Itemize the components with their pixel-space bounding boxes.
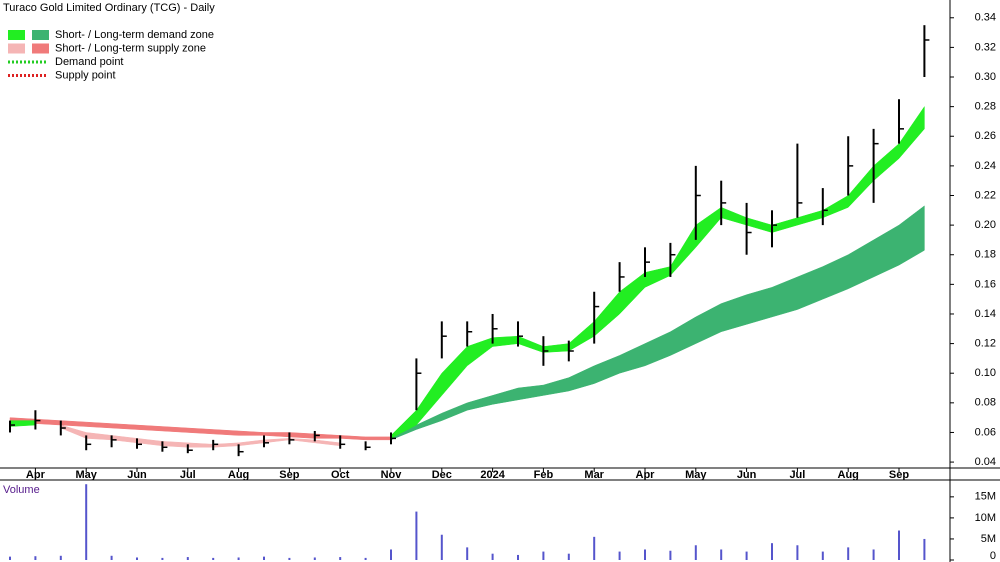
volume-bar [161, 557, 164, 560]
x-tick-label: Sep [889, 469, 909, 481]
x-tick-label: Oct [331, 469, 350, 481]
volume-bar [136, 557, 138, 560]
zone-band [390, 105, 925, 439]
x-tick-label: Jun [127, 469, 147, 481]
legend-swatch [8, 43, 25, 54]
x-tick-label: Apr [636, 469, 656, 481]
volume-bar [694, 545, 697, 560]
volume-bar [821, 551, 824, 560]
x-tick-label: Feb [534, 469, 554, 481]
x-tick-label: Mar [584, 469, 604, 481]
volume-bar [59, 555, 62, 560]
volume-bar [364, 557, 367, 560]
y-tick-label: 0.24 [975, 160, 996, 172]
y-tick-label: 0.26 [975, 130, 996, 142]
volume-bar [466, 547, 469, 560]
volume-bar [339, 557, 342, 560]
y-tick-label: 0.10 [975, 367, 996, 379]
x-tick-label: Sep [279, 469, 299, 481]
volume-bar [288, 557, 291, 560]
volume-bar [85, 484, 88, 560]
y-tick-label: 10M [975, 512, 996, 524]
volume-bar [186, 557, 189, 560]
x-tick-label: Jul [789, 469, 805, 481]
volume-bar [644, 549, 646, 560]
legend-label: Demand point [55, 56, 124, 68]
volume-bar [110, 555, 113, 560]
y-tick-label: 0.18 [975, 249, 996, 261]
x-tick-label: Aug [228, 469, 249, 481]
volume-bar [237, 557, 240, 560]
volume-bar [440, 534, 443, 560]
y-tick-label: 0.34 [975, 12, 996, 24]
x-tick-label: 2024 [480, 469, 505, 481]
volume-bar [745, 551, 748, 560]
volume-bar [34, 556, 37, 560]
x-tick-label: Apr [26, 469, 46, 481]
volume-bar [771, 543, 773, 560]
volume-bar [618, 551, 621, 560]
volume-bar [898, 530, 900, 560]
y-tick-label: 0.22 [975, 189, 996, 201]
volume-bar [212, 557, 215, 560]
y-tick-label: 0.32 [975, 41, 996, 53]
y-tick-label: 0 [990, 550, 996, 562]
legend-label: Short- / Long-term demand zone [55, 29, 214, 41]
x-tick-label: Aug [838, 469, 859, 481]
y-tick-label: 0.12 [975, 338, 996, 350]
volume-bar [796, 545, 799, 560]
volume-title: Volume [3, 484, 40, 496]
chart-title: Turaco Gold Limited Ordinary (TCG) - Dai… [3, 2, 215, 14]
volume-bar [669, 550, 672, 560]
volume-bar [313, 557, 316, 560]
legend-label: Short- / Long-term supply zone [55, 42, 206, 54]
legend-label: Supply point [55, 69, 116, 81]
volume-bar [9, 556, 11, 560]
x-tick-label: Nov [381, 469, 403, 481]
volume-bar [263, 556, 265, 560]
zone-band [390, 205, 925, 441]
y-tick-label: 5M [981, 533, 996, 545]
legend-swatch [32, 30, 49, 40]
volume-bar [390, 549, 392, 560]
y-tick-label: 15M [975, 491, 996, 503]
volume-bar [847, 547, 850, 560]
volume-bar [517, 554, 519, 560]
y-tick-label: 0.14 [975, 308, 996, 320]
volume-bar [720, 549, 723, 560]
y-tick-label: 0.16 [975, 278, 996, 290]
volume-bar [491, 553, 494, 560]
y-tick-label: 0.04 [975, 456, 996, 468]
volume-bar [593, 536, 596, 560]
y-tick-label: 0.08 [975, 397, 996, 409]
volume-bar [872, 549, 875, 560]
y-tick-label: 0.28 [975, 101, 996, 113]
y-tick-label: 0.30 [975, 71, 996, 83]
volume-bar [567, 553, 570, 560]
y-tick-label: 0.20 [975, 219, 996, 231]
x-tick-label: Jun [737, 469, 757, 481]
volume-bar [415, 511, 418, 560]
y-tick-label: 0.06 [975, 426, 996, 438]
legend-swatch [8, 30, 25, 40]
volume-bar [923, 538, 926, 560]
x-tick-label: May [685, 469, 707, 481]
x-tick-label: Dec [432, 469, 452, 481]
x-tick-label: May [75, 469, 97, 481]
legend-swatch [32, 43, 49, 54]
x-tick-label: Jul [180, 469, 196, 481]
volume-bar [542, 551, 545, 560]
